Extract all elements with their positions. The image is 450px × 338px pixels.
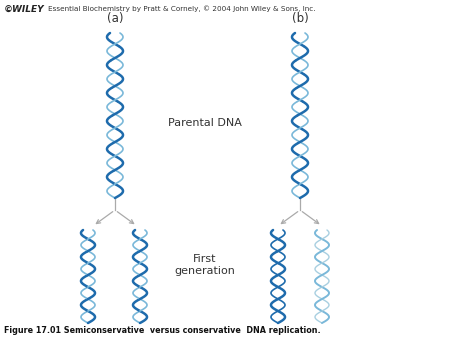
Text: First
generation: First generation	[175, 254, 235, 276]
Text: (a): (a)	[107, 12, 123, 25]
Text: Parental DNA: Parental DNA	[168, 118, 242, 128]
Text: (b): (b)	[292, 12, 308, 25]
Text: ©WILEY: ©WILEY	[4, 5, 45, 14]
Text: Figure 17.01 Semiconservative  versus conservative  DNA replication.: Figure 17.01 Semiconservative versus con…	[4, 326, 320, 335]
Text: Essential Biochemistry by Pratt & Cornely, © 2004 John Wiley & Sons, Inc.: Essential Biochemistry by Pratt & Cornel…	[48, 5, 315, 12]
